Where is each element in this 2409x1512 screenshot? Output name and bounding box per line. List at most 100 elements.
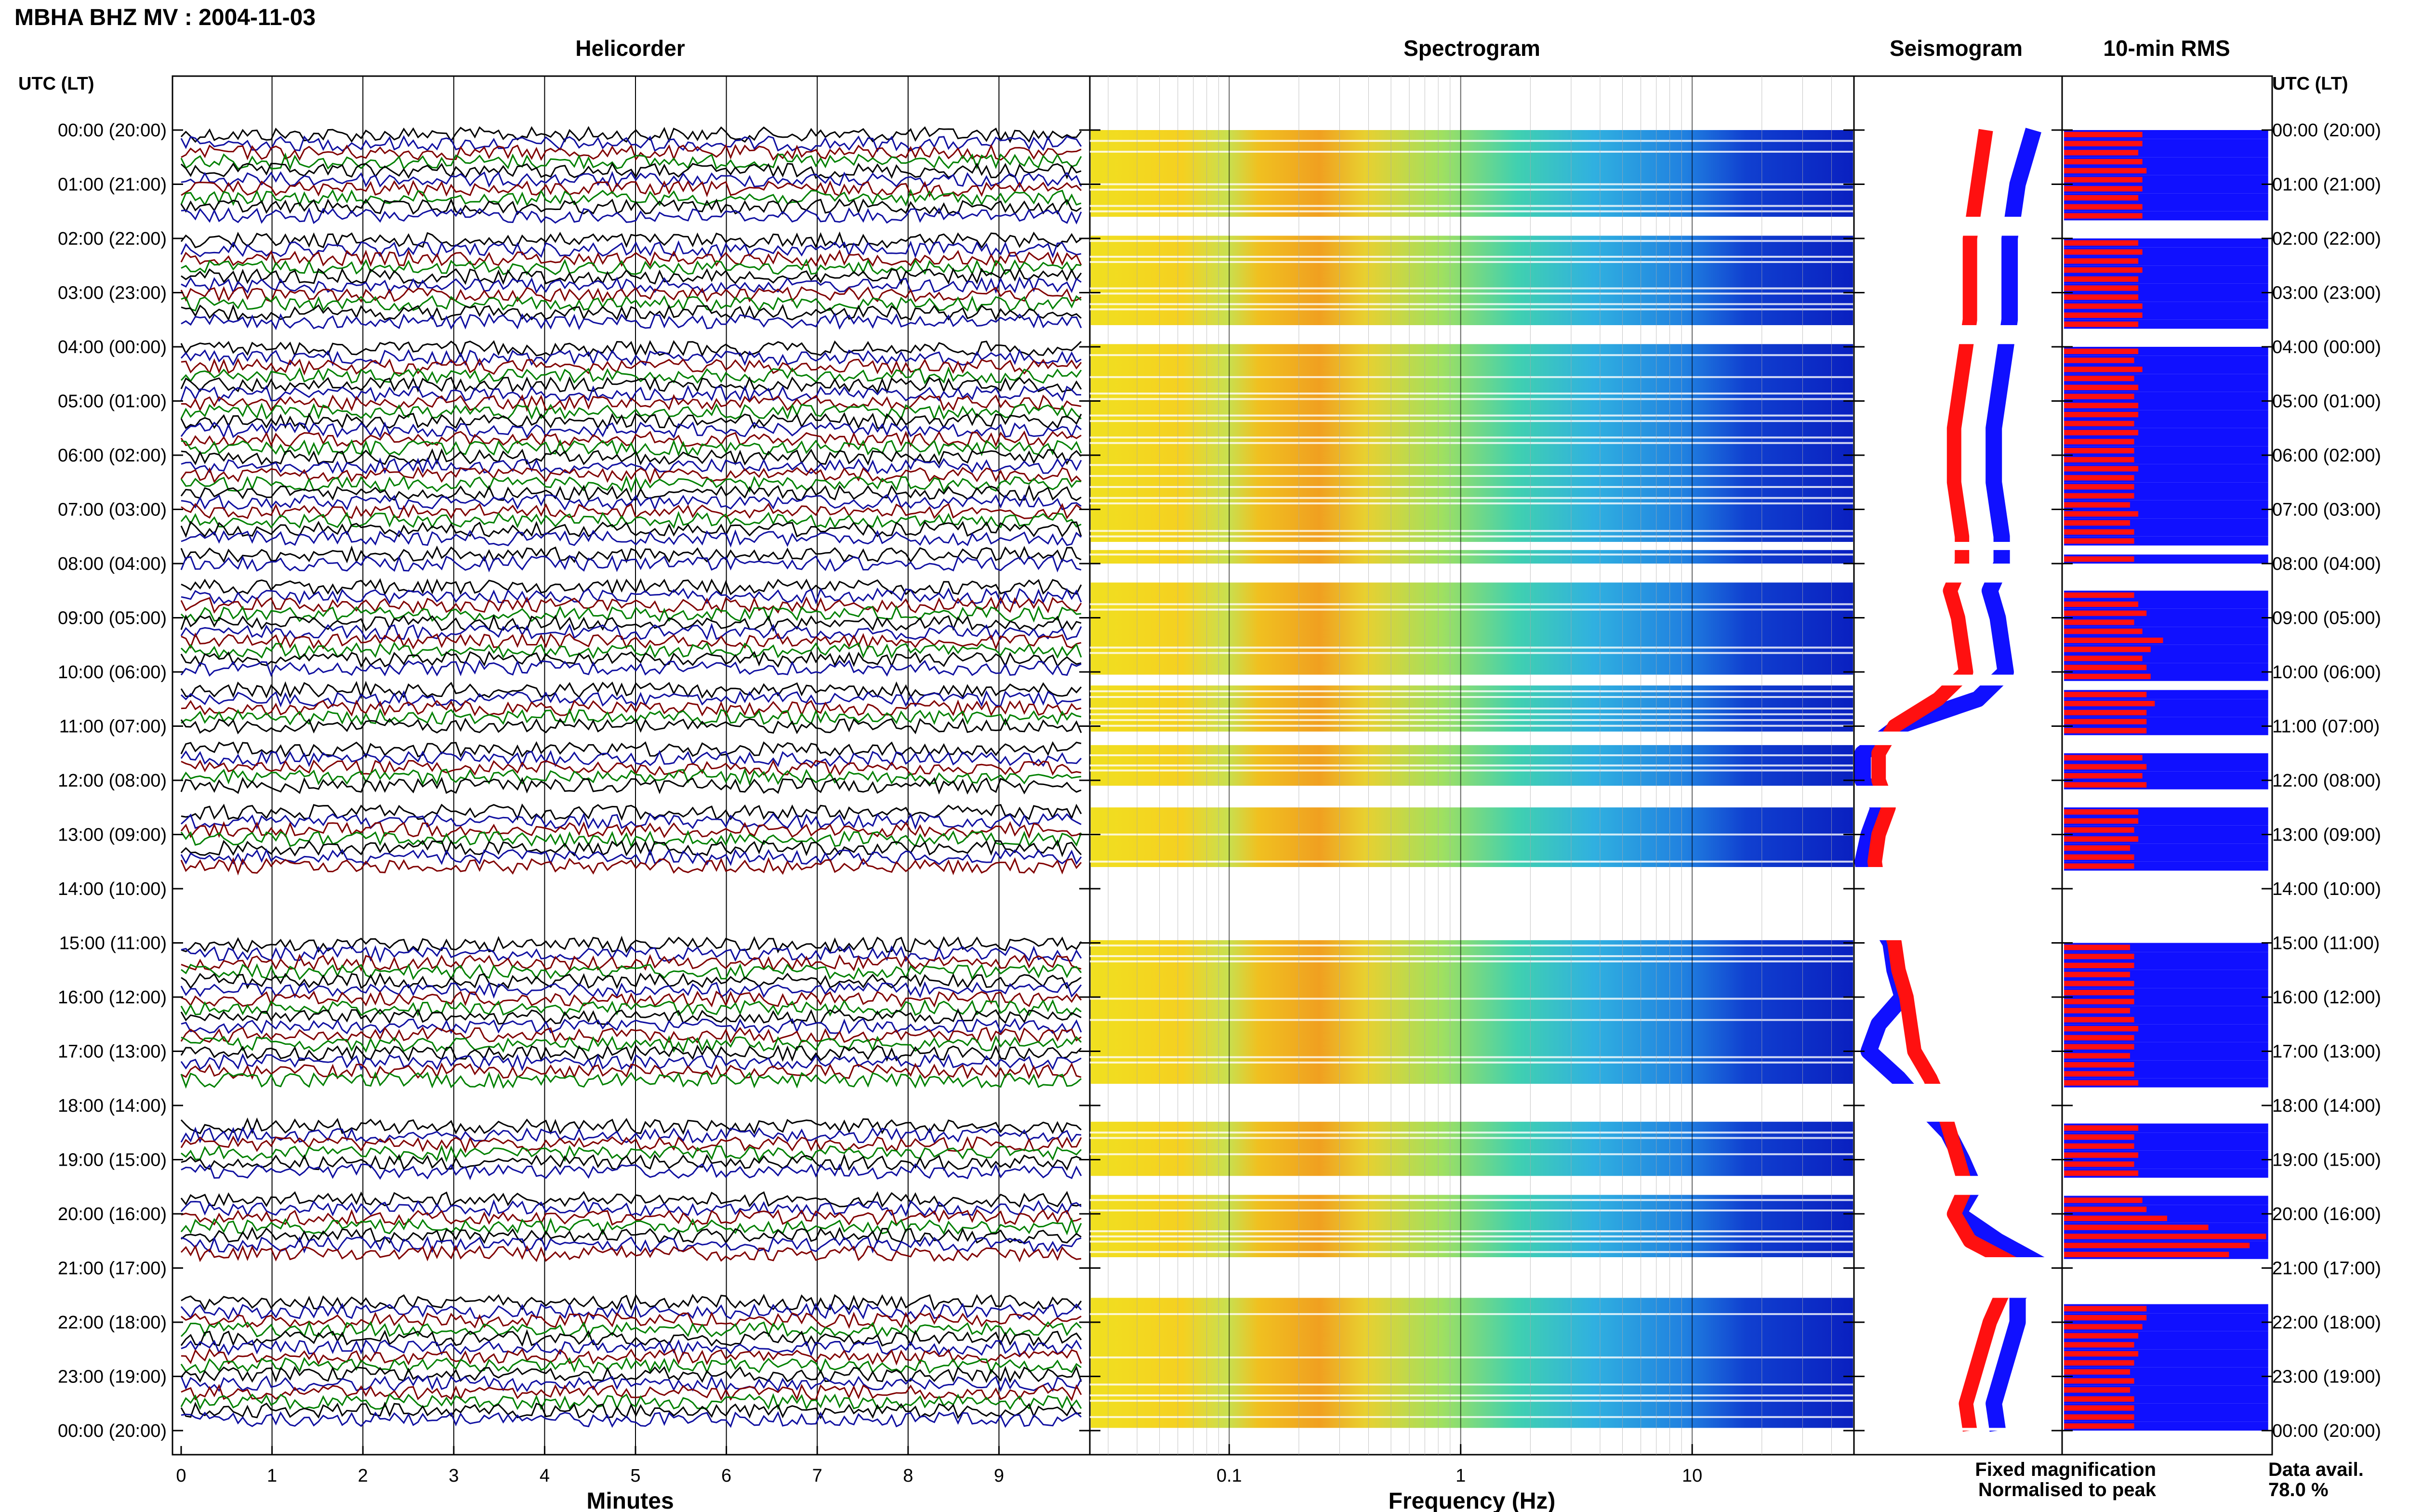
rms-normalised-bar <box>2064 728 2147 734</box>
rms-normalised-bar <box>2064 204 2143 210</box>
helicorder-trace <box>181 171 1082 188</box>
helicorder-trace <box>180 402 1082 421</box>
helicorder-trace <box>180 1244 1082 1262</box>
rms-normalised-bar <box>2064 701 2155 707</box>
rms-normalised-bar <box>2064 430 2139 435</box>
rms-normalised-bar <box>2064 1062 2134 1068</box>
seismogram-normalised-series <box>1867 129 2029 1432</box>
rms-normalised-bar <box>2064 1342 2134 1348</box>
rms-normalised-bar <box>2064 312 2143 318</box>
rms-normalised-bar <box>2064 448 2134 454</box>
minute-tick-label: 7 <box>812 1466 822 1486</box>
time-tick-label-left: 01:00 (21:00) <box>58 175 167 195</box>
rms-normalised-bar <box>2064 1008 2130 1013</box>
helicorder-title: Helicorder <box>575 36 685 61</box>
minute-tick-label: 4 <box>540 1466 550 1486</box>
helicorder-trace <box>181 1162 1082 1181</box>
helicorder-trace <box>180 1117 1082 1135</box>
time-tick-label-right: 07:00 (03:00) <box>2272 500 2381 520</box>
time-tick-label-right: 20:00 (16:00) <box>2272 1204 2381 1224</box>
time-tick-label-left: 08:00 (04:00) <box>58 554 167 574</box>
time-tick-label-right: 21:00 (17:00) <box>2272 1259 2381 1279</box>
frequency-axis-label: Frequency (Hz) <box>1389 1488 1556 1512</box>
helicorder-trace <box>181 144 1082 161</box>
spectrogram-block <box>1091 807 1853 867</box>
time-tick-label-right: 14:00 (10:00) <box>2272 879 2381 899</box>
time-tick-label-right: 13:00 (09:00) <box>2272 825 2381 845</box>
minute-tick-label: 6 <box>721 1466 731 1486</box>
rms-normalised-bar <box>2064 1207 2147 1212</box>
helicorder-panel <box>172 75 1091 1456</box>
helicorder-trace <box>180 690 1082 708</box>
helicorder-trace <box>180 839 1082 857</box>
time-tick-label-right: 09:00 (05:00) <box>2272 608 2381 629</box>
time-tick-label-left: 09:00 (05:00) <box>58 608 167 629</box>
spectrogram-panel <box>1089 75 1855 1456</box>
rms-normalised-bar <box>2064 384 2139 390</box>
rms-normalised-bar <box>2064 619 2134 625</box>
rms-normalised-bar <box>2064 601 2139 607</box>
spectrogram-block <box>1091 130 1853 217</box>
time-tick-label-left: 15:00 (11:00) <box>59 933 167 954</box>
helicorder-trace <box>180 240 1082 259</box>
time-tick-label-left: 03:00 (23:00) <box>58 283 167 303</box>
rms-normalised-bar <box>2064 475 2134 481</box>
helicorder-trace <box>181 963 1082 981</box>
rms-normalised-bar <box>2064 1405 2134 1411</box>
rms-normalised-bar <box>2064 1333 2139 1339</box>
helicorder-trace <box>181 632 1082 651</box>
helicorder-trace <box>180 659 1082 677</box>
helicorder-trace <box>180 1044 1082 1062</box>
seismogram-gap <box>1855 1176 2061 1195</box>
rms-normalised-bar <box>2064 999 2134 1004</box>
helicorder-trace <box>180 340 1082 358</box>
helicorder-trace <box>180 717 1082 735</box>
helicorder-trace <box>180 830 1082 848</box>
rms-normalised-bar <box>2064 656 2143 661</box>
helicorder-trace <box>180 776 1082 795</box>
helicorder-trace <box>181 303 1082 322</box>
seismogram-gap <box>1855 217 2061 236</box>
rms-normalised-bar <box>2064 1360 2134 1366</box>
time-tick-label-right: 10:00 (06:00) <box>2272 662 2381 683</box>
helicorder-trace <box>181 357 1082 376</box>
helicorder-trace <box>180 484 1082 502</box>
rms-normalised-bar <box>2064 357 2134 363</box>
helicorder-trace <box>181 812 1082 830</box>
rms-normalised-bar <box>2064 836 2139 842</box>
rms-normalised-bar <box>2064 990 2134 996</box>
helicorder-trace <box>180 511 1082 529</box>
time-tick-label-right: 04:00 (00:00) <box>2272 337 2381 357</box>
helicorder-trace <box>180 749 1082 768</box>
rms-normalised-bar <box>2064 394 2134 399</box>
time-tick-label-right: 00:00 (20:00) <box>2272 120 2381 141</box>
rms-normalised-bar <box>2064 1414 2134 1420</box>
helicorder-trace <box>180 152 1082 171</box>
rms-normalised-bar <box>2064 1125 2139 1131</box>
seismogram-gap <box>1855 674 2061 686</box>
rms-normalised-bar <box>2064 629 2143 634</box>
rms-normalised-bar <box>2064 809 2139 815</box>
rms-normalised-bar <box>2064 1170 2139 1176</box>
rms-normalised-bar <box>2064 1369 2130 1375</box>
time-tick-label-right: 16:00 (12:00) <box>2272 987 2381 1008</box>
helicorder-trace <box>181 1383 1082 1402</box>
rms-normalised-bar <box>2064 1080 2139 1086</box>
seismogram-gap <box>1855 1084 2061 1122</box>
helicorder-trace <box>180 366 1082 385</box>
legend-fixed-magnification: Fixed magnification <box>1975 1459 2156 1480</box>
time-tick-label-right: 11:00 (07:00) <box>2272 717 2380 737</box>
helicorder-trace <box>180 821 1082 839</box>
rms-normalised-bar <box>2064 1035 2134 1040</box>
rms-normalised-bar <box>2064 1396 2134 1402</box>
rms-normalised-bar <box>2064 258 2139 264</box>
helicorder-trace <box>180 188 1082 207</box>
helicorder-trace <box>180 162 1082 180</box>
helicorder-trace <box>180 1365 1082 1383</box>
helicorder-trace <box>180 475 1082 493</box>
rms-normalised-bar <box>2064 556 2134 562</box>
helicorder-trace <box>180 466 1082 484</box>
seismogram-gap <box>1855 564 2061 583</box>
spectrogram-block <box>1091 236 1853 325</box>
